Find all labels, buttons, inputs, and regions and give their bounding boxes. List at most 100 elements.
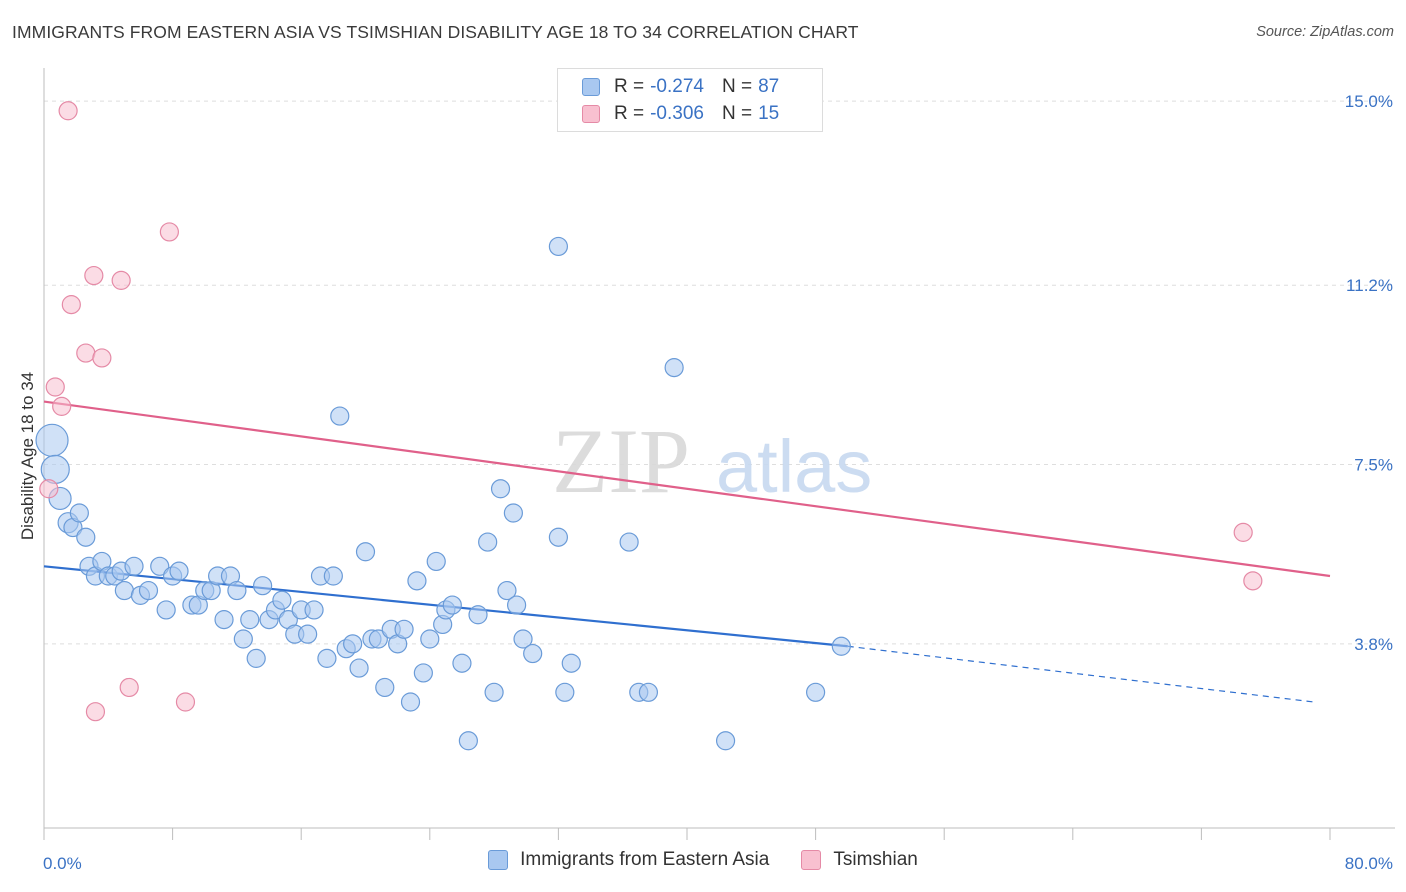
point-immigrants bbox=[246, 648, 266, 668]
point-tsimshian bbox=[1233, 522, 1253, 542]
stats-row-immigrants: R = -0.274 N = 87 bbox=[582, 74, 779, 100]
n-label: N = bbox=[721, 103, 753, 124]
point-immigrants bbox=[394, 619, 414, 639]
point-immigrants bbox=[343, 634, 363, 654]
point-tsimshian bbox=[52, 396, 72, 416]
watermark: ZIP atlas bbox=[552, 410, 872, 512]
point-immigrants bbox=[40, 454, 70, 484]
point-immigrants bbox=[240, 610, 260, 630]
point-immigrants bbox=[330, 406, 350, 426]
trend-line-tsimshian bbox=[43, 400, 1331, 578]
x-tick-label-max: 80.0% bbox=[1345, 854, 1393, 873]
r-label: R = bbox=[614, 76, 645, 97]
point-immigrants bbox=[138, 580, 159, 601]
point-immigrants bbox=[468, 605, 488, 625]
point-immigrants bbox=[507, 595, 527, 615]
legend-label-tsimshian: Tsimshian bbox=[833, 849, 918, 870]
point-tsimshian bbox=[92, 348, 112, 368]
point-immigrants bbox=[555, 682, 575, 702]
n-value: 15 bbox=[758, 103, 780, 124]
point-tsimshian bbox=[119, 677, 139, 698]
point-tsimshian bbox=[58, 101, 78, 121]
point-immigrants bbox=[831, 636, 851, 656]
swatch-tsimshian bbox=[582, 105, 600, 123]
point-immigrants bbox=[156, 600, 176, 620]
point-immigrants bbox=[497, 580, 517, 601]
grid-lines bbox=[44, 100, 1395, 645]
point-immigrants bbox=[805, 682, 826, 702]
point-immigrants bbox=[124, 556, 144, 576]
point-immigrants bbox=[523, 643, 543, 664]
watermark-atlas: atlas bbox=[716, 425, 872, 508]
point-tsimshian bbox=[76, 343, 96, 363]
legend-item-tsimshian[interactable]: Tsimshian bbox=[801, 849, 918, 871]
n-label: N = bbox=[721, 76, 753, 97]
point-immigrants bbox=[452, 653, 472, 673]
point-immigrants bbox=[368, 629, 388, 649]
point-immigrants bbox=[227, 580, 247, 601]
watermark-zip: ZIP bbox=[552, 410, 690, 512]
point-immigrants bbox=[664, 358, 684, 378]
point-immigrants bbox=[413, 663, 433, 683]
point-immigrants bbox=[150, 556, 170, 576]
point-tsimshian bbox=[175, 692, 196, 712]
r-value: -0.306 bbox=[650, 103, 704, 124]
point-immigrants bbox=[548, 527, 569, 547]
point-tsimshian bbox=[45, 377, 65, 397]
point-immigrants bbox=[35, 423, 69, 457]
legend-swatch-tsimshian bbox=[801, 850, 822, 870]
legend-swatch-immigrants bbox=[488, 850, 509, 870]
y-tick-label: 3.8% bbox=[1354, 635, 1393, 654]
point-tsimshian bbox=[159, 222, 179, 242]
point-immigrants bbox=[298, 624, 318, 644]
point-immigrants bbox=[638, 682, 659, 702]
legend-label-immigrants: Immigrants from Eastern Asia bbox=[520, 849, 770, 870]
point-immigrants bbox=[349, 658, 369, 678]
trend-extension-immigrants bbox=[847, 645, 1314, 703]
stats-legend: R = -0.274 N = 87 R = -0.306 N = 15 bbox=[557, 68, 823, 132]
stats-row-tsimshian: R = -0.306 N = 15 bbox=[582, 101, 779, 127]
point-immigrants bbox=[715, 731, 736, 751]
point-immigrants bbox=[69, 503, 89, 523]
point-immigrants bbox=[561, 653, 581, 673]
y-tick-label: 15.0% bbox=[1345, 92, 1393, 111]
point-immigrants bbox=[233, 629, 253, 649]
point-immigrants bbox=[253, 576, 273, 596]
data-points bbox=[35, 101, 1263, 751]
y-tick-label: 7.5% bbox=[1354, 456, 1393, 475]
point-immigrants bbox=[490, 479, 511, 499]
swatch-immigrants bbox=[582, 78, 600, 96]
point-tsimshian bbox=[85, 702, 106, 722]
point-immigrants bbox=[375, 677, 395, 698]
chart-title: IMMIGRANTS FROM EASTERN ASIA VS TSIMSHIA… bbox=[12, 22, 859, 42]
source-label: Source: ZipAtlas.com bbox=[1256, 24, 1394, 40]
point-immigrants bbox=[355, 542, 376, 562]
point-immigrants bbox=[420, 629, 440, 649]
point-immigrants bbox=[114, 580, 134, 601]
point-tsimshian bbox=[61, 295, 81, 315]
axis-labels: 3.8% 7.5% 11.2% 15.0% 0.0% 80.0% Disability Ag… bbox=[18, 92, 1393, 873]
point-immigrants bbox=[317, 648, 337, 668]
point-immigrants bbox=[323, 566, 343, 586]
point-immigrants bbox=[426, 551, 446, 572]
x-tick-label-min: 0.0% bbox=[43, 854, 82, 873]
point-immigrants bbox=[503, 503, 523, 523]
series-legend: Immigrants from Eastern Asia Tsimshian bbox=[0, 849, 1406, 871]
point-immigrants bbox=[478, 532, 498, 552]
r-value: -0.274 bbox=[650, 76, 704, 97]
point-immigrants bbox=[272, 590, 292, 610]
point-immigrants bbox=[76, 527, 96, 547]
point-tsimshian bbox=[84, 265, 104, 286]
n-value: 87 bbox=[758, 76, 780, 97]
point-immigrants bbox=[458, 731, 478, 751]
legend-item-immigrants[interactable]: Immigrants from Eastern Asia bbox=[488, 849, 769, 871]
point-tsimshian bbox=[39, 479, 59, 499]
point-immigrants bbox=[548, 236, 569, 257]
point-immigrants bbox=[304, 600, 324, 620]
point-immigrants bbox=[619, 532, 639, 552]
point-immigrants bbox=[400, 692, 421, 712]
point-immigrants bbox=[214, 610, 234, 630]
r-label: R = bbox=[614, 103, 645, 124]
point-tsimshian bbox=[111, 270, 131, 290]
